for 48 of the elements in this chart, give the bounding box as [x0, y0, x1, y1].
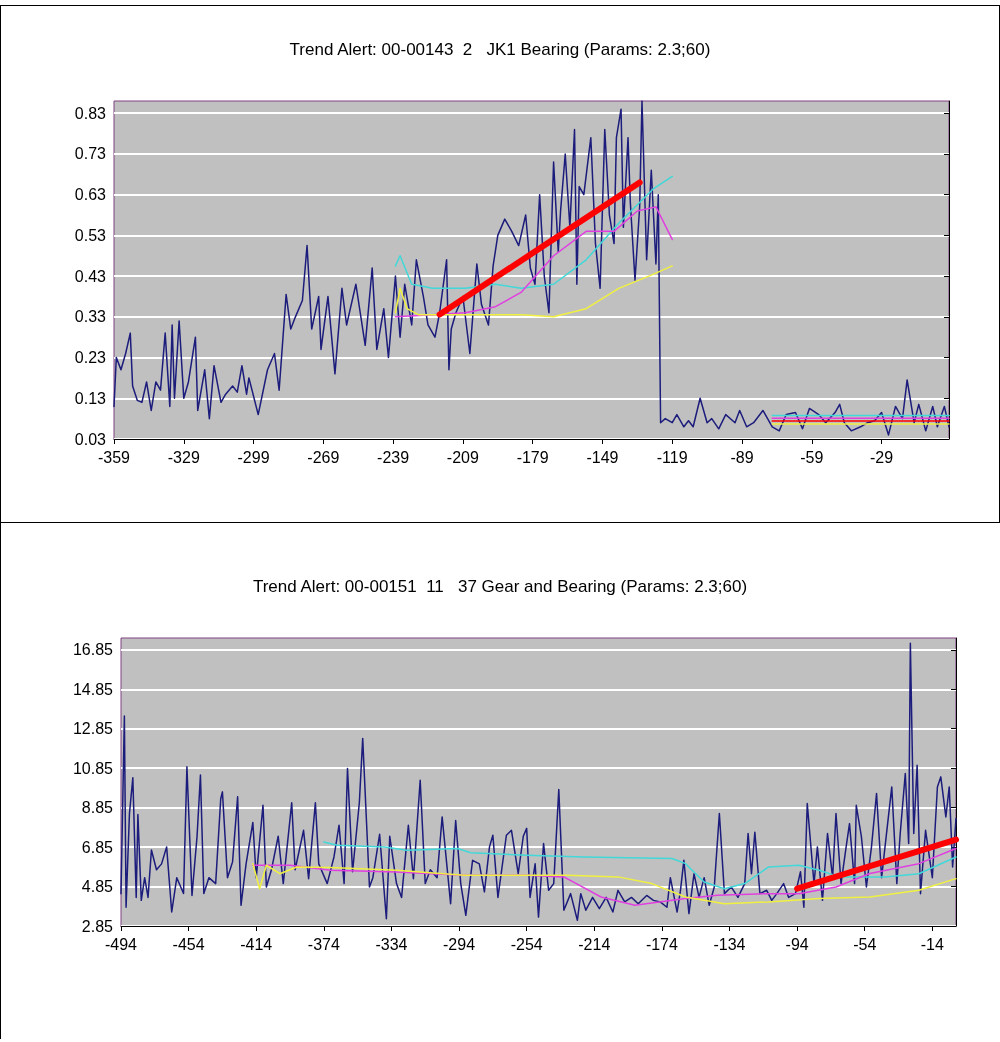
y-tick-label: 0.03 [74, 430, 107, 448]
x-tick-label: -299 [237, 448, 270, 466]
y-tick-label: 4.85 [81, 878, 114, 896]
x-tick-label: -134 [713, 935, 746, 953]
y-tick-label: 0.13 [74, 389, 107, 407]
x-tick-label: -54 [853, 935, 877, 953]
line-series [252, 862, 957, 905]
x-tick-label: -269 [307, 448, 340, 466]
x-tick-label: -454 [172, 935, 205, 953]
x-tick-label: -359 [97, 448, 131, 466]
x-tick-label: -294 [443, 935, 476, 953]
x-tick-label: -119 [656, 448, 688, 466]
chart-title: Trend Alert: 00-00151 11 37 Gear and Bearing (Params: 2.3;60) [252, 577, 748, 596]
y-tick-label: 0.73 [74, 145, 107, 163]
x-tick-label: -89 [730, 448, 754, 466]
x-tick-label: -179 [516, 448, 549, 466]
chart-title: Trend Alert: 00-00143 2 JK1 Bearing (Params: 2.3;60) [289, 40, 711, 59]
y-tick-label: 8.85 [81, 799, 114, 817]
y-tick-label: 16.85 [72, 641, 114, 659]
line-series [323, 841, 957, 890]
y-tick-label: 0.63 [74, 186, 107, 204]
x-tick-label: -14 [920, 935, 944, 953]
y-tick-label: 0.43 [74, 267, 107, 285]
y-tick-label: 14.85 [72, 680, 114, 698]
x-tick-label: -29 [869, 448, 894, 466]
x-tick-label: -334 [375, 935, 408, 953]
x-tick-label: -209 [446, 448, 479, 466]
x-tick-label: -239 [377, 448, 410, 466]
x-tick-label: -94 [785, 935, 809, 953]
x-tick-label: -494 [104, 935, 138, 953]
line-series [113, 100, 950, 436]
y-tick-label: 0.33 [74, 308, 107, 326]
x-tick-label: -374 [307, 935, 340, 953]
y-tick-label: 0.23 [74, 349, 107, 367]
y-tick-label: 12.85 [72, 720, 114, 738]
y-tick-label: 0.83 [74, 104, 107, 122]
x-tick-label: -149 [586, 448, 619, 466]
x-tick-label: -254 [510, 935, 543, 953]
x-tick-label: -59 [800, 448, 824, 466]
line-series [120, 642, 957, 922]
x-tick-label: -174 [645, 935, 678, 953]
x-tick-label: -214 [578, 935, 611, 953]
x-tick-label: -414 [240, 935, 273, 953]
x-tick-label: -329 [167, 448, 200, 466]
y-tick-label: 0.53 [74, 226, 107, 244]
y-tick-label: 10.85 [72, 759, 114, 777]
y-tick-label: 2.85 [81, 917, 114, 935]
y-tick-label: 6.85 [81, 838, 114, 856]
